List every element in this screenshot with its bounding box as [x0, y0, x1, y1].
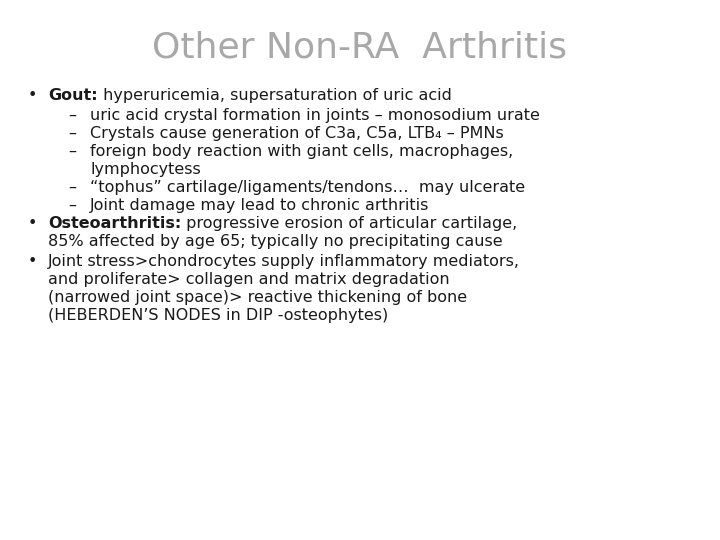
Text: –: – [68, 108, 76, 123]
Text: –: – [68, 180, 76, 195]
Text: Joint damage may lead to chronic arthritis: Joint damage may lead to chronic arthrit… [90, 198, 429, 213]
Text: •: • [28, 254, 37, 269]
Text: Osteoarthritis:: Osteoarthritis: [48, 216, 181, 231]
Text: 85% affected by age 65; typically no precipitating cause: 85% affected by age 65; typically no pre… [48, 234, 503, 249]
Text: Crystals cause generation of C3a, C5a, LTB₄ – PMNs: Crystals cause generation of C3a, C5a, L… [90, 126, 504, 141]
Text: Joint stress>chondrocytes supply inflammatory mediators,: Joint stress>chondrocytes supply inflamm… [48, 254, 520, 269]
Text: hyperuricemia, supersaturation of uric acid: hyperuricemia, supersaturation of uric a… [98, 88, 451, 103]
Text: “tophus” cartilage/ligaments/tendons…  may ulcerate: “tophus” cartilage/ligaments/tendons… ma… [90, 180, 525, 195]
Text: (narrowed joint space)> reactive thickening of bone: (narrowed joint space)> reactive thicken… [48, 290, 467, 305]
Text: and proliferate> collagen and matrix degradation: and proliferate> collagen and matrix deg… [48, 272, 449, 287]
Text: •: • [28, 216, 37, 231]
Text: –: – [68, 126, 76, 141]
Text: progressive erosion of articular cartilage,: progressive erosion of articular cartila… [181, 216, 518, 231]
Text: Other Non-RA  Arthritis: Other Non-RA Arthritis [153, 30, 567, 64]
Text: •: • [28, 88, 37, 103]
Text: foreign body reaction with giant cells, macrophages,: foreign body reaction with giant cells, … [90, 144, 513, 159]
Text: lymphocytess: lymphocytess [90, 162, 201, 177]
Text: (HEBERDEN’S NODES in DIP -osteophytes): (HEBERDEN’S NODES in DIP -osteophytes) [48, 308, 388, 323]
Text: uric acid crystal formation in joints – monosodium urate: uric acid crystal formation in joints – … [90, 108, 540, 123]
Text: Gout:: Gout: [48, 88, 98, 103]
Text: –: – [68, 144, 76, 159]
Text: –: – [68, 198, 76, 213]
